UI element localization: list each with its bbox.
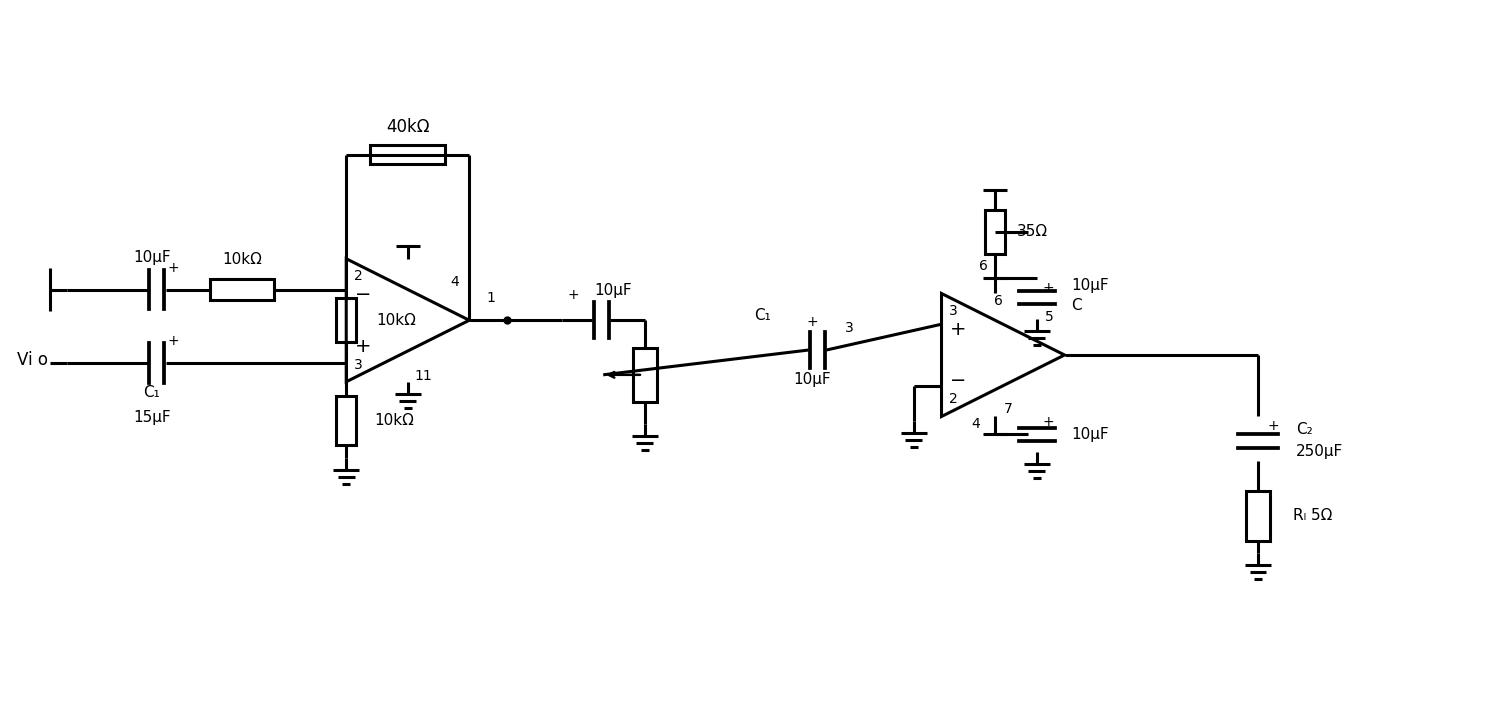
Text: 6: 6 [979, 259, 988, 273]
Text: 10kΩ: 10kΩ [222, 252, 262, 267]
Text: +: + [567, 288, 579, 302]
Text: 10µF: 10µF [793, 372, 831, 387]
Text: 2: 2 [354, 269, 362, 283]
Bar [369, 145, 445, 164]
Text: 10µF: 10µF [133, 250, 170, 265]
Text: 10µF: 10µF [594, 283, 632, 298]
Text: +: + [950, 319, 967, 338]
Text: +: + [167, 261, 179, 275]
Text: 10kΩ: 10kΩ [374, 413, 413, 428]
Text: 3: 3 [844, 321, 854, 335]
Bar [985, 210, 1004, 254]
Text: 2: 2 [949, 392, 958, 406]
Text: 40kΩ: 40kΩ [386, 118, 430, 136]
Text: C₁: C₁ [754, 308, 771, 323]
Bar [336, 396, 356, 446]
Text: +: + [1044, 415, 1054, 429]
Text: −: − [950, 372, 967, 391]
Text: Rₗ 5Ω: Rₗ 5Ω [1292, 508, 1332, 523]
Text: 4: 4 [971, 417, 980, 431]
Text: 1: 1 [487, 291, 496, 305]
Text: Vi o: Vi o [17, 351, 48, 369]
Text: 10µF: 10µF [1072, 427, 1108, 442]
Bar [1246, 491, 1270, 541]
Bar [336, 298, 356, 342]
Text: +: + [167, 334, 179, 348]
Text: 5: 5 [1045, 309, 1054, 324]
Text: −: − [354, 285, 371, 304]
Text: 7: 7 [1003, 402, 1012, 416]
Text: 35Ω: 35Ω [1016, 224, 1048, 240]
Text: +: + [1267, 419, 1279, 434]
Text: 6: 6 [994, 294, 1003, 308]
Text: C₂: C₂ [1295, 422, 1312, 437]
Text: 3: 3 [949, 304, 958, 318]
Text: 11: 11 [415, 369, 431, 383]
Text: 10kΩ: 10kΩ [375, 313, 416, 328]
Text: 3: 3 [354, 357, 362, 372]
Text: +: + [354, 336, 371, 355]
Bar [210, 278, 274, 300]
Text: C: C [1072, 298, 1083, 313]
Text: C₁: C₁ [143, 385, 160, 400]
Bar [633, 348, 657, 402]
Text: +: + [1044, 281, 1054, 295]
Text: 250µF: 250µF [1295, 443, 1344, 459]
Text: 4: 4 [449, 275, 458, 289]
Text: 10µF: 10µF [1072, 278, 1108, 293]
Text: +: + [807, 315, 819, 329]
Text: 15µF: 15µF [133, 410, 170, 425]
